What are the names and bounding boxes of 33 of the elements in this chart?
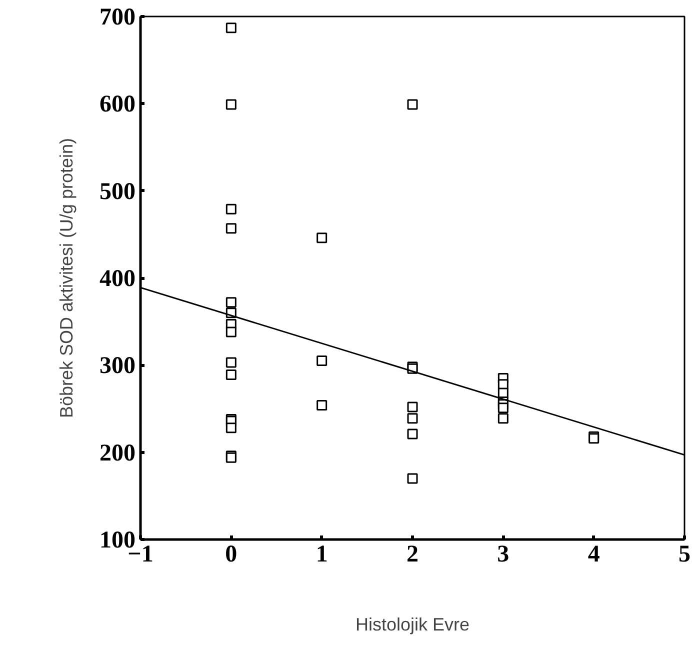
point [498, 402, 508, 414]
x-tick-label: 4 [588, 542, 600, 568]
point [226, 99, 236, 110]
point [407, 413, 418, 424]
point [226, 422, 236, 434]
point [316, 232, 328, 244]
point [316, 400, 328, 411]
point [498, 413, 508, 424]
y-axis-title: Böbrek SOD aktivitesi (U/g protein) [56, 138, 76, 418]
x-tick-label: 3 [497, 542, 510, 568]
y-tick-label: 700 [100, 4, 136, 30]
y-tick-label: 200 [100, 440, 136, 466]
y-tick-label: 500 [100, 178, 136, 205]
point [316, 356, 328, 366]
x-axis-title: Histolojik Evre [355, 614, 470, 634]
point [226, 22, 236, 34]
x-tick-label: 5 [678, 542, 690, 568]
y-tick-label: 600 [100, 92, 136, 118]
point [407, 473, 418, 484]
point [226, 223, 236, 234]
point [226, 297, 236, 308]
point [407, 99, 418, 110]
point [226, 357, 236, 368]
point [407, 402, 418, 412]
point [226, 204, 236, 214]
x-tick-label: 2 [406, 542, 418, 568]
y-tick-label: 300 [100, 353, 136, 380]
point [226, 370, 236, 380]
x-tick-label: 1 [316, 542, 328, 568]
y-tick-label: 400 [100, 266, 136, 292]
x-tick-label: 0 [225, 542, 238, 568]
point [407, 428, 418, 440]
point [226, 326, 236, 338]
